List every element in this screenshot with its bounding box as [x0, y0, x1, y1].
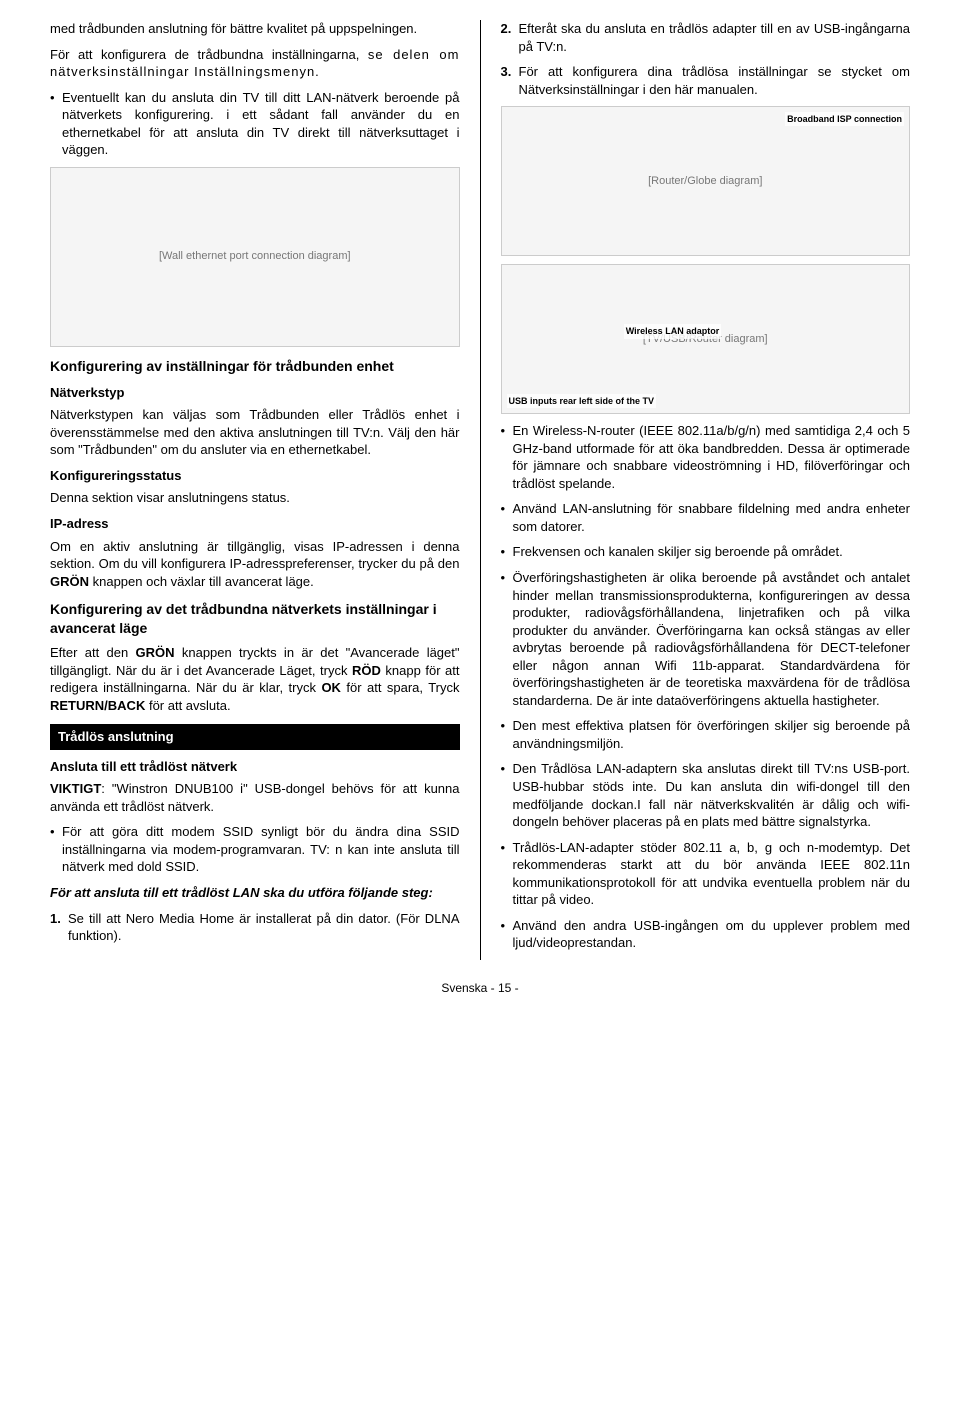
bullet-r4: Överföringshastigheten är olika beroende… — [501, 569, 911, 709]
bullet-ssid: För att göra ditt modem SSID synligt bör… — [50, 823, 460, 876]
label-usb: USB inputs rear left side of the TV — [507, 394, 657, 408]
bullet-r3: Frekvensen och kanalen skiljer sig beroe… — [501, 543, 911, 561]
bullet-r7: Trådlös-LAN-adapter stöder 802.11 a, b, … — [501, 839, 911, 909]
diagram-router-globe: [Router/Globe diagram] Broadband ISP con… — [501, 106, 911, 256]
two-column-layout: med trådbunden anslutning för bättre kva… — [50, 20, 910, 960]
bullet-r8: Använd den andra USB-ingången om du uppl… — [501, 917, 911, 952]
heading-ansluta: Ansluta till ett trådlöst nätverk — [50, 758, 460, 776]
label-broadband: Broadband ISP connection — [785, 112, 904, 126]
bar-tradlos: Trådlös anslutning — [50, 724, 460, 750]
step-2: 2. Efteråt ska du ansluta en trådlös ada… — [501, 20, 911, 55]
heading-konfigadv: Konfigurering av det trådbundna nätverke… — [50, 600, 460, 638]
heading-konfig-inst: Konfigurering av inställningar för trådb… — [50, 357, 460, 376]
bullet-r2: Använd LAN-anslutning för snabbare filde… — [501, 500, 911, 535]
p-viktigt: VIKTIGT: "Winstron DNUB100 i" USB-dongel… — [50, 780, 460, 815]
p-foransluta: För att ansluta till ett trådlöst LAN sk… — [50, 884, 460, 902]
p-konfigadv: Efter att den GRÖN knappen tryckts in är… — [50, 644, 460, 714]
bullet-r5: Den mest effektiva platsen för överförin… — [501, 717, 911, 752]
page-footer: Svenska - 15 - — [50, 980, 910, 996]
intro-paragraph-1: med trådbunden anslutning för bättre kva… — [50, 20, 460, 38]
p-ipadress: Om en aktiv anslutning är tillgänglig, v… — [50, 538, 460, 591]
step-3: 3. För att konfigurera dina trådlösa ins… — [501, 63, 911, 98]
p-konfigstatus: Denna sektion visar anslutningens status… — [50, 489, 460, 507]
diagram-wall-ethernet: [Wall ethernet port connection diagram] — [50, 167, 460, 347]
heading-konfigstatus: Konfigureringsstatus — [50, 467, 460, 485]
step-1: 1. Se till att Nero Media Home är instal… — [50, 910, 460, 945]
label-wireless: Wireless LAN adaptor — [624, 324, 721, 338]
bullet-r1: En Wireless-N-router (IEEE 802.11a/b/g/n… — [501, 422, 911, 492]
column-divider — [480, 20, 481, 960]
p-natverkstyp: Nätverkstypen kan väljas som Trådbunden … — [50, 406, 460, 459]
bullet-r6: Den Trådlösa LAN-adaptern ska anslutas d… — [501, 760, 911, 830]
heading-ipadress: IP-adress — [50, 515, 460, 533]
intro-paragraph-2: För att konfigurera de trådbundna instäl… — [50, 46, 460, 81]
bullet-lan: Eventuellt kan du ansluta din TV till di… — [50, 89, 460, 159]
diagram-tv-usb: [TV/USB/Router diagram] Wireless LAN ada… — [501, 264, 911, 414]
left-column: med trådbunden anslutning för bättre kva… — [50, 20, 460, 960]
right-column: 2. Efteråt ska du ansluta en trådlös ada… — [501, 20, 911, 960]
heading-natverkstyp: Nätverkstyp — [50, 384, 460, 402]
